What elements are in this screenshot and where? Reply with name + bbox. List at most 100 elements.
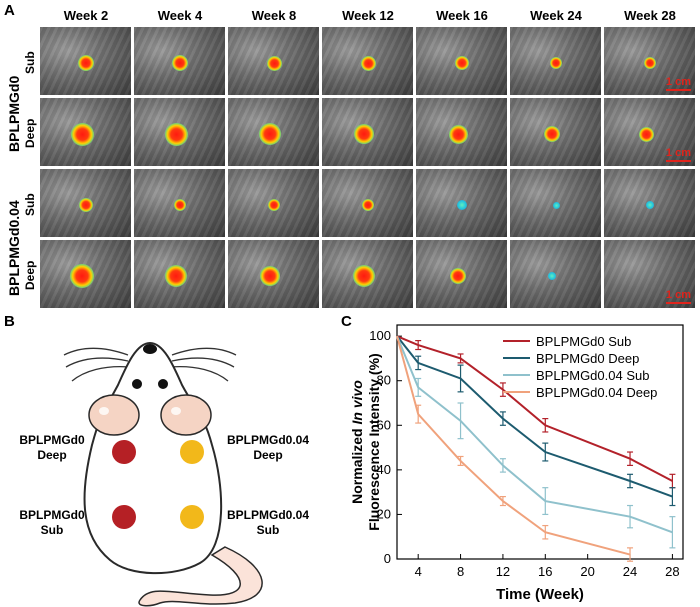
label-gd0-deep: BPLPMGd0 Deep bbox=[2, 433, 102, 463]
mouse-ear-right bbox=[160, 394, 212, 436]
fluorescence-image: 1 cm bbox=[604, 98, 695, 166]
fluorescence-image bbox=[322, 169, 413, 237]
fluorescence-image bbox=[510, 27, 601, 95]
legend-entry: BPLPMGd0 Deep bbox=[536, 351, 639, 366]
fluorescence-spot bbox=[455, 56, 469, 70]
legend-entry: BPLPMGd0 Sub bbox=[536, 334, 631, 349]
fluorescence-spot bbox=[260, 266, 280, 286]
fluorescence-spot bbox=[362, 199, 374, 211]
fluorescence-spot bbox=[165, 265, 187, 287]
fluorescence-image: 1 cm bbox=[604, 27, 695, 95]
y-tick-label: 40 bbox=[377, 462, 391, 477]
fluorescence-image bbox=[510, 169, 601, 237]
label-gd0-sub-type: Sub bbox=[40, 523, 64, 537]
fluorescence-image bbox=[416, 27, 507, 95]
whiskers bbox=[63, 347, 237, 382]
fluorescence-image bbox=[40, 169, 131, 237]
fluorescence-spot bbox=[70, 264, 94, 288]
label-gd0-sub: BPLPMGd0 Sub bbox=[2, 508, 102, 538]
fluorescence-image bbox=[416, 240, 507, 308]
x-tick-label: 28 bbox=[665, 564, 679, 579]
group-label: BPLPMGd0.04 bbox=[6, 200, 22, 296]
scale-bar-label: 1 cm bbox=[665, 76, 691, 88]
mouse-nose bbox=[143, 344, 157, 354]
mouse-eye-right bbox=[158, 379, 168, 389]
scale-bar-label: 1 cm bbox=[665, 289, 691, 301]
fluorescence-spot bbox=[79, 198, 93, 212]
fluorescence-spot bbox=[353, 265, 375, 287]
fluorescence-image bbox=[134, 98, 225, 166]
plot-frame bbox=[396, 324, 684, 560]
fluorescence-image bbox=[228, 98, 319, 166]
week-header: Week 24 bbox=[530, 8, 582, 23]
fluorescence-image bbox=[416, 169, 507, 237]
fluorescence-spot bbox=[259, 123, 281, 145]
label-gd0-deep-type: Deep bbox=[37, 448, 67, 462]
row-label: Deep bbox=[23, 118, 37, 148]
fluorescence-image bbox=[510, 240, 601, 308]
fluorescence-image bbox=[604, 169, 695, 237]
mouse-eye-left bbox=[132, 379, 142, 389]
label-gd004-deep-name: BPLPMGd0.04 bbox=[226, 433, 310, 447]
y-tick-label: 100 bbox=[369, 328, 391, 343]
x-tick-label: 20 bbox=[580, 564, 594, 579]
y-tick-label: 20 bbox=[377, 506, 391, 521]
week-header: Week 4 bbox=[157, 8, 203, 23]
label-gd004-sub-name: BPLPMGd0.04 bbox=[226, 508, 310, 522]
row-label: Deep bbox=[23, 260, 37, 290]
label-gd004-sub: BPLPMGd0.04 Sub bbox=[214, 508, 322, 538]
fluorescence-spot bbox=[646, 201, 654, 209]
scale-bar: 1 cm bbox=[665, 76, 691, 91]
panel-b-label: B bbox=[4, 313, 15, 330]
fluorescence-image: 1 cm bbox=[604, 240, 695, 308]
fluorescence-image bbox=[322, 98, 413, 166]
x-tick-label: 4 bbox=[415, 564, 422, 579]
fluorescence-image bbox=[134, 240, 225, 308]
fluorescence-spot bbox=[552, 201, 560, 209]
panel-c-label: C bbox=[341, 313, 352, 330]
implant-gd0-deep bbox=[112, 440, 136, 464]
fluorescence-spot bbox=[78, 55, 94, 71]
fluorescence-spot bbox=[644, 57, 656, 69]
implant-gd004-deep bbox=[180, 440, 204, 464]
fluorescence-image bbox=[134, 169, 225, 237]
row-label: Sub bbox=[23, 51, 37, 74]
panel-a-label: A bbox=[4, 2, 15, 19]
week-header: Week 2 bbox=[63, 8, 109, 23]
fluorescence-image bbox=[40, 27, 131, 95]
x-tick-label: 16 bbox=[538, 564, 552, 579]
label-gd004-deep: BPLPMGd0.04 Deep bbox=[214, 433, 322, 463]
scale-bar: 1 cm bbox=[665, 147, 691, 162]
label-gd0-sub-name: BPLPMGd0 bbox=[19, 508, 85, 522]
row-label: Sub bbox=[23, 193, 37, 216]
fluorescence-spot bbox=[268, 199, 280, 211]
y-tick-label: 80 bbox=[377, 373, 391, 388]
fluorescence-spot bbox=[457, 200, 467, 210]
implant-gd004-sub bbox=[180, 505, 204, 529]
week-header: Week 28 bbox=[624, 8, 676, 23]
fluorescence-spot bbox=[70, 122, 94, 146]
fluorescence-image bbox=[40, 240, 131, 308]
fluorescence-spot bbox=[360, 55, 376, 71]
scale-bar: 1 cm bbox=[665, 289, 691, 304]
fluorescence-image bbox=[228, 27, 319, 95]
x-tick-label: 8 bbox=[457, 564, 464, 579]
fluorescence-line-chart: 0 20 40 60 80 100 4 8 12 16 20 24 28 Time (Week) Norma… bbox=[349, 324, 684, 603]
mouse-ear-left bbox=[88, 394, 140, 436]
fluorescence-spot bbox=[354, 124, 374, 144]
fluorescence-spot bbox=[172, 55, 188, 71]
fluorescence-image bbox=[228, 169, 319, 237]
fluorescence-image bbox=[510, 98, 601, 166]
y-tick-label: 60 bbox=[377, 417, 391, 432]
y-axis-label-line2: Fluorescence Intensity (%) bbox=[366, 353, 382, 530]
fluorescence-spot bbox=[550, 57, 562, 69]
fluorescence-spot bbox=[448, 124, 468, 144]
x-tick-label: 12 bbox=[496, 564, 510, 579]
fluorescence-image bbox=[228, 240, 319, 308]
fluorescence-spot bbox=[638, 126, 654, 142]
week-header: Week 16 bbox=[436, 8, 488, 23]
fluorescence-spot bbox=[174, 199, 186, 211]
legend-entry: BPLPMGd0.04 Sub bbox=[536, 368, 649, 383]
week-header: Week 12 bbox=[342, 8, 394, 23]
fluorescence-spot bbox=[266, 55, 282, 71]
